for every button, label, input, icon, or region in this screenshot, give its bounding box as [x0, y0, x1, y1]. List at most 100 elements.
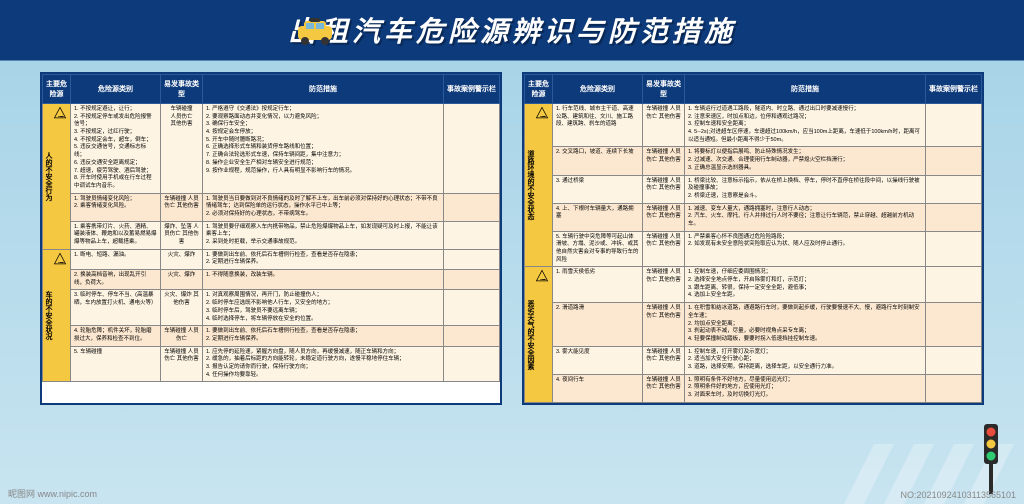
table-row: 3. 雾大能见度车辆碰撞 人员伤亡 其他伤害1. 控制车速，打开雾灯及示宽灯； … — [525, 346, 982, 374]
th-type: 易发事故类型 — [161, 75, 203, 104]
risk-cell: 4. 夜间行车 — [553, 374, 643, 402]
type-cell: 爆炸、坠落 人员伤亡 其他伤害 — [161, 221, 203, 249]
table-row: 4. 夜间行车车辆碰撞 人员伤亡 其他伤害1. 照明有条件不好地方，尽量使用远光… — [525, 374, 982, 402]
risk-cell: 3. 临时停车、停车不当、(高温暴晒，车内放置打火机、通电火等） — [71, 290, 161, 326]
page-header: 出租汽车危险源辨识与防范措施 — [0, 0, 1024, 60]
case-cell — [926, 267, 982, 303]
type-cell: 车辆碰撞 人员伤亡 其他伤害 — [643, 203, 685, 231]
type-cell: 车辆碰撞 人员伤亡 其他伤害 — [643, 175, 685, 203]
risk-cell: 4. 上、下根时车辆量大，通路拥塞 — [553, 203, 643, 231]
risk-cell: 2. 滑道路滑 — [553, 303, 643, 346]
risk-cell: 1. 乘客携带灯片、火药、酒精、罐装液体、鞭炮和以及蓄易燃易爆爆等物品上车，超载… — [71, 221, 161, 249]
table-row: 4. 轮胎危障；机件关坏，轮胎磨损过大，保养和检查不到位。车辆碰撞 人员伤亡1.… — [43, 326, 500, 346]
type-cell: 车辆碰撞 人员伤亡 其他伤害 — [643, 231, 685, 267]
measure-cell: 1. 驾驶员要仔细观察入车内携带物品，禁止危险爆爆物品上车，如发现疑可及时上报，… — [203, 221, 444, 249]
case-cell — [444, 326, 500, 346]
risk-cell: 2. 换装高档音响，出现乱开引线，负荷大。 — [71, 270, 161, 290]
table-row: 1. 乘客携带灯片、火药、酒精、罐装液体、鞭炮和以及蓄易燃易爆爆等物品上车，超载… — [43, 221, 500, 249]
measure-cell: 1. 驾驶员当日要做到对不良情绪的及时了解不上车，出车前必须对保持好的心理状态；… — [203, 193, 444, 221]
table-row: 5. 车辆碰撞车辆碰撞 人员伤亡 其他伤害1. 应先停的延险速，紧握方向盘，随人… — [43, 346, 500, 382]
category-cell: ! 道路环境的不安全状态 — [525, 104, 553, 267]
table-row: 4. 上、下根时车辆量大，通路拥塞车辆碰撞 人员伤亡 其他伤害1. 减速、变车人… — [525, 203, 982, 231]
measure-cell: 1. 照明有条件不好地方，尽量使用远光灯； 2. 照明条件好的地方，应使用光灯；… — [685, 374, 926, 402]
measure-cell: 1. 桥梁比较、注意标示指示，依从在桥上换档、停车，停时不直停在桥往段中间，以操… — [685, 175, 926, 203]
case-cell — [926, 374, 982, 402]
measure-cell: 1. 减速、变车人量大，通路拥塞时，注意行人动态； 2. 汽车、火车、摩托、行人… — [685, 203, 926, 231]
measure-cell: 1. 要做到出车前、依托后石车槽例行检查，查看是否存在隐患； 2. 定期进行车辆… — [203, 249, 444, 269]
th-case: 事故案例警示栏 — [444, 75, 500, 104]
th-main: 主要危险源 — [43, 75, 71, 104]
table-row: !恶劣天气的不安全因素1. 雨雪天侯低劣车辆碰撞 人员伤亡 其他伤害1. 控制车… — [525, 267, 982, 303]
measure-cell: 1. 控制车速，打开雾灯及示宽灯； 2. 适当加大安全行驶心距； 3. 道路，选… — [685, 346, 926, 374]
content-wrap: 主要危险源 危险源类别 易发事故类型 防范措施 事故案例警示栏 !人的不安全行为… — [0, 60, 1024, 425]
measure-cell: 1. 将要标灯以便指后展鸣、防止特殊情况发生； 2. 过减速、次交通、合理使用行… — [685, 147, 926, 175]
case-cell — [926, 203, 982, 231]
risk-cell: 2. 交叉路口，坡道、连续下长坡 — [553, 147, 643, 175]
case-cell — [926, 175, 982, 203]
th-risk: 危险源类别 — [553, 75, 643, 104]
th-case: 事故案例警示栏 — [926, 75, 982, 104]
risk-cell: 3. 通过桥梁 — [553, 175, 643, 203]
type-cell: 车辆碰撞 人员伤亡 其他伤害 — [161, 104, 203, 194]
case-cell — [926, 303, 982, 346]
footer-right: NO:20210924103113565101 — [901, 490, 1016, 500]
risk-cell: 5. 车辆行驶中突危障等可起山体滑坡、方塌、泥沙或、冲拆、或其他自然灾害会对专事… — [553, 231, 643, 267]
table-row: 3. 通过桥梁车辆碰撞 人员伤亡 其他伤害1. 桥梁比较、注意标示指示，依从在桥… — [525, 175, 982, 203]
svg-text:!: ! — [57, 261, 64, 263]
risk-cell: 1. 驾驶员情绪变化风险； 2. 乘客情绪变化风险。 — [71, 193, 161, 221]
case-cell — [444, 193, 500, 221]
left-panel: 主要危险源 危险源类别 易发事故类型 防范措施 事故案例警示栏 !人的不安全行为… — [40, 72, 502, 405]
type-cell: 火灾、爆炸 — [161, 270, 203, 290]
risk-cell: 4. 轮胎危障；机件关坏，轮胎磨损过大，保养和检查不到位。 — [71, 326, 161, 346]
type-cell: 火灾、爆炸 其他伤害 — [161, 290, 203, 326]
type-cell: 车辆碰撞 人员伤亡 其他伤害 — [643, 267, 685, 303]
category-label: 道路环境的不安全状态 — [527, 150, 534, 220]
measure-cell: 1. 不得随意换装，改装车辆。 — [203, 270, 444, 290]
case-cell — [444, 249, 500, 269]
svg-text:!: ! — [57, 115, 64, 117]
measure-cell: 1. 对真观察周围情况，再开门，防止碰撞伤人； 2. 临时停车应选既不影响他人行… — [203, 290, 444, 326]
trafficlight-decoration — [978, 424, 1004, 494]
table-row: 2. 交叉路口，坡道、连续下长坡车辆碰撞 人员伤亡 其他伤害1. 将要标灯以便指… — [525, 147, 982, 175]
left-table: 主要危险源 危险源类别 易发事故类型 防范措施 事故案例警示栏 !人的不安全行为… — [42, 74, 500, 382]
case-cell — [444, 270, 500, 290]
case-cell — [926, 104, 982, 147]
table-row: 3. 临时停车、停车不当、(高温暴晒，车内放置打火机、通电火等）火灾、爆炸 其他… — [43, 290, 500, 326]
measure-cell: 1. 应先停的延险速，紧握方向盘，随人员方向，再缓慢减速，随正车辆和方向； 2.… — [203, 346, 444, 382]
measure-cell: 1. 要做到出车前、依托后石车槽例行检查，查看是否存在隐患； 2. 定期进行车辆… — [203, 326, 444, 346]
page-title: 出租汽车危险源辨识与防范措施 — [288, 10, 736, 50]
risk-cell: 1. 行车范线、城市主干道、高速公路、建筑和往、文川、施工路段、建筑跨、刹车的道… — [553, 104, 643, 147]
measure-cell: 1. 车辆运行过道遇工路段，隧道内、时立路、通过出口时要减速慢行； 2. 注意来… — [685, 104, 926, 147]
category-cell: !人的不安全行为 — [43, 104, 71, 250]
th-main: 主要危险源 — [525, 75, 553, 104]
table-row: !人的不安全行为1. 不按规定避让，让行； 2. 不按规定停车或发出危险报警信号… — [43, 104, 500, 194]
table-header-row: 主要危险源 危险源类别 易发事故类型 防范措施 事故案例警示栏 — [525, 75, 982, 104]
taxi-icon — [290, 18, 340, 48]
case-cell — [926, 231, 982, 267]
type-cell: 车辆碰撞 人员伤亡 其他伤害 — [161, 346, 203, 382]
type-cell: 火灾、爆炸 — [161, 249, 203, 269]
risk-cell: 5. 车辆碰撞 — [71, 346, 161, 382]
risk-cell: 3. 雾大能见度 — [553, 346, 643, 374]
table-row: 2. 滑道路滑车辆碰撞 人员伤亡 其他伤害1. 在积雪和结冰道路，通避路行车时，… — [525, 303, 982, 346]
type-cell: 车辆碰撞 人员伤亡 其他伤害 — [643, 104, 685, 147]
svg-text:!: ! — [539, 279, 546, 281]
case-cell — [444, 104, 500, 194]
measure-cell: 1. 控制车速，仔细应委周围情况； 2. 选择安全地点停车，开启除雾灯和灯，示范… — [685, 267, 926, 303]
th-type: 易发事故类型 — [643, 75, 685, 104]
right-panel: 主要危险源 危险源类别 易发事故类型 防范措施 事故案例警示栏 ! 道路环境的不安… — [522, 72, 984, 405]
svg-text:!: ! — [539, 115, 546, 117]
type-cell: 车辆碰撞 人员伤亡 其他伤害 — [643, 374, 685, 402]
risk-cell: 1. 雨雪天侯低劣 — [553, 267, 643, 303]
footer-left: 昵图网 www.nipic.com — [8, 487, 97, 500]
th-measure: 防范措施 — [685, 75, 926, 104]
risk-cell: 1. 不按规定避让，让行； 2. 不按规定停车或发出危险报警信号； 3. 不按规… — [71, 104, 161, 194]
case-cell — [926, 147, 982, 175]
category-cell: !恶劣天气的不安全因素 — [525, 267, 553, 402]
measure-cell: 1. 在积雪和结冰道路，通避路行车时，要做到起步缓，行驶要慢速不大、慢，避路行车… — [685, 303, 926, 346]
measure-cell: 1. 严格遵守《交通法》按规定行车； 2. 要观察路面动态并变化情况，以力避免风… — [203, 104, 444, 194]
case-cell — [444, 346, 500, 382]
type-cell: 车辆碰撞 人员伤亡 其他伤害 — [643, 346, 685, 374]
case-cell — [926, 346, 982, 374]
th-measure: 防范措施 — [203, 75, 444, 104]
